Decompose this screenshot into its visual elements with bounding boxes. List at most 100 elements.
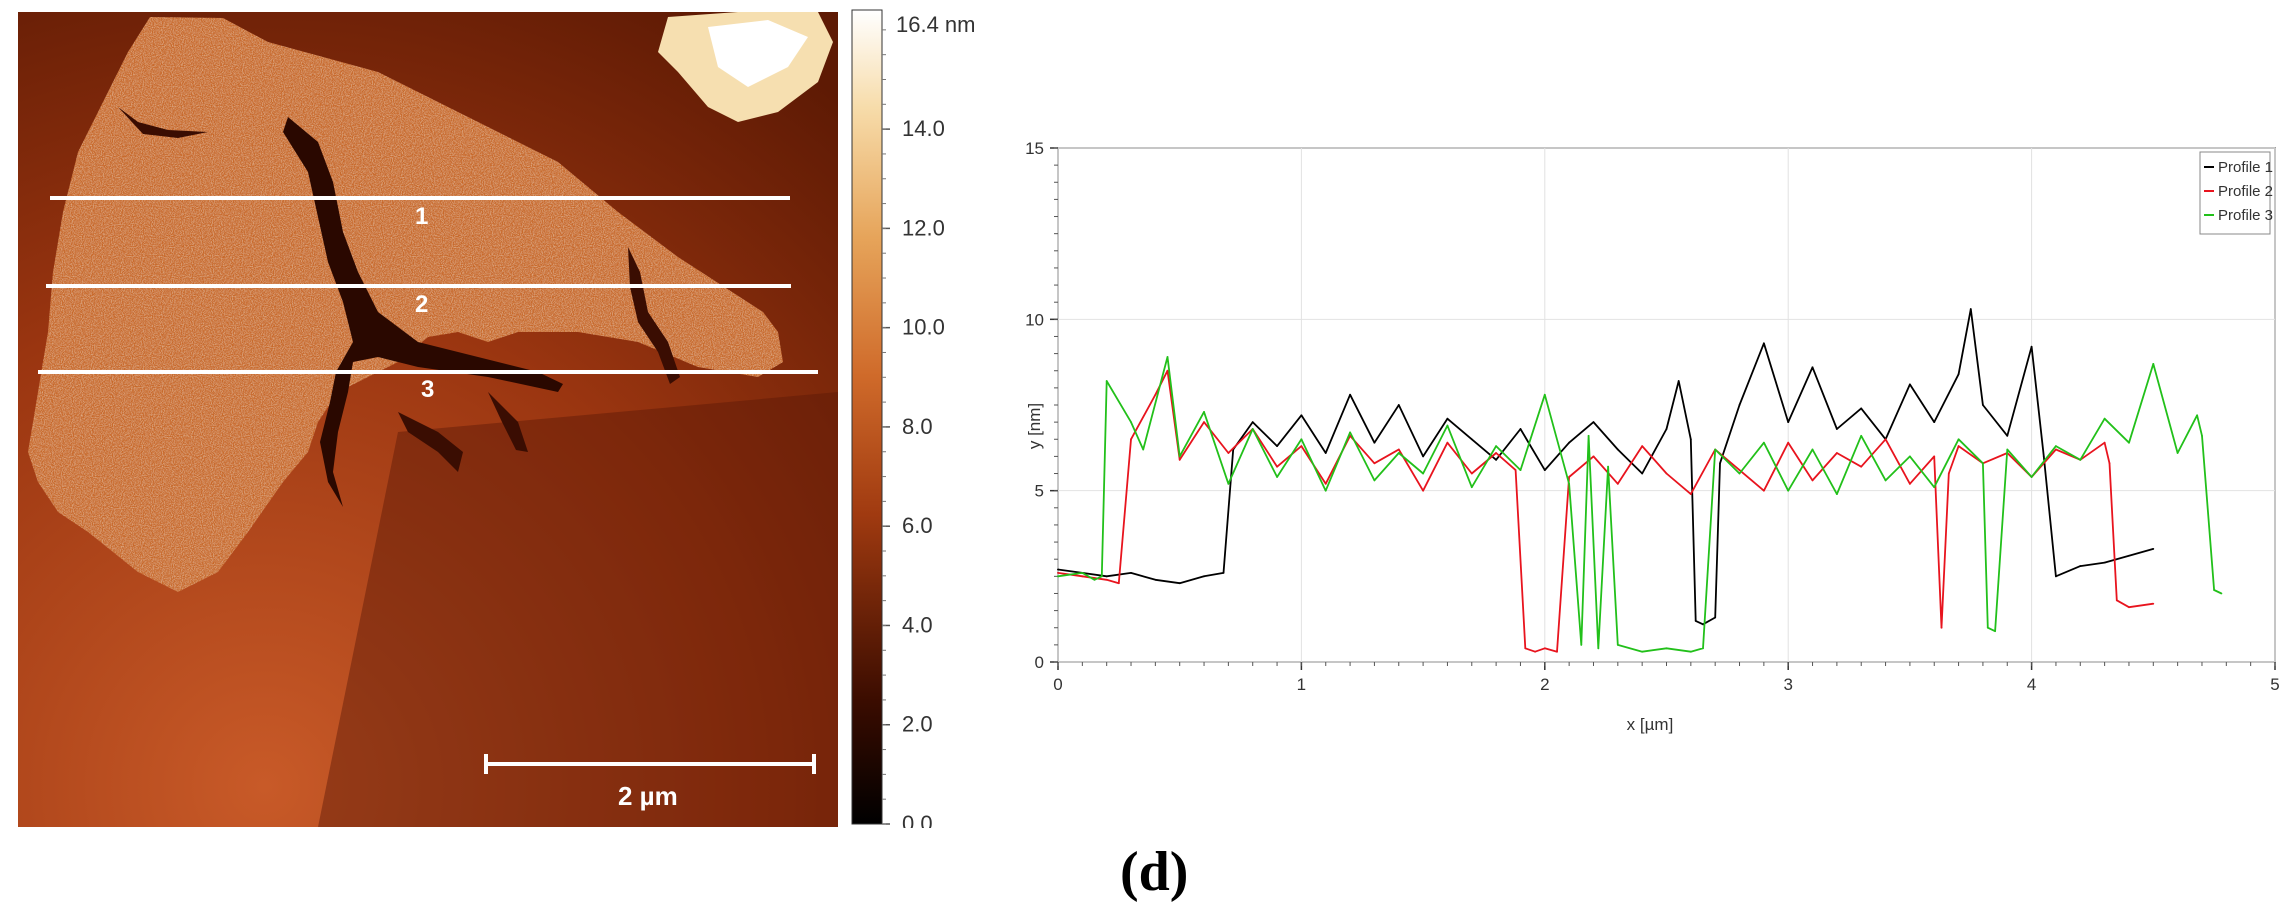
data-point-profile-1 bbox=[1130, 572, 1132, 574]
flake-crack-left bbox=[118, 107, 208, 138]
data-point-profile-3 bbox=[1811, 448, 1814, 451]
data-point-profile-2 bbox=[2055, 448, 2057, 451]
data-point-profile-2 bbox=[1616, 482, 1619, 485]
data-point-profile-3 bbox=[1616, 643, 1619, 646]
data-point-profile-1 bbox=[1616, 448, 1619, 451]
profile-line-1-label: 1 bbox=[415, 203, 428, 230]
data-point-profile-3 bbox=[1166, 356, 1169, 358]
data-point-profile-1 bbox=[1324, 452, 1327, 454]
data-point-profile-3 bbox=[1568, 482, 1571, 485]
data-point-profile-1 bbox=[1422, 455, 1424, 458]
data-point-profile-2 bbox=[1422, 489, 1424, 492]
flake-crack-bottom bbox=[398, 412, 463, 472]
x-tick-label: 3 bbox=[1783, 675, 1792, 694]
data-point-profile-3 bbox=[1702, 647, 1704, 650]
flake-crack-small bbox=[488, 392, 528, 452]
legend-label: Profile 2 bbox=[2218, 183, 2273, 200]
colorbar-tick-label: 10.0 bbox=[902, 315, 945, 340]
data-point-profile-2 bbox=[1860, 465, 1863, 468]
data-point-profile-1 bbox=[1860, 407, 1863, 410]
data-point-profile-1 bbox=[1787, 421, 1790, 424]
data-point-profile-1 bbox=[2030, 345, 2033, 348]
data-point-profile-2 bbox=[1446, 441, 1449, 444]
data-point-profile-1 bbox=[1969, 308, 1972, 310]
data-point-profile-1 bbox=[1677, 380, 1680, 382]
data-point-profile-1 bbox=[1982, 404, 1984, 406]
data-point-profile-1 bbox=[1397, 404, 1400, 406]
data-point-profile-2 bbox=[1957, 445, 1960, 448]
data-point-profile-1 bbox=[1251, 421, 1254, 424]
data-point-profile-1 bbox=[1719, 462, 1721, 465]
data-point-profile-1 bbox=[2055, 575, 2057, 578]
data-point-profile-1 bbox=[1057, 568, 1059, 571]
data-point-profile-3 bbox=[2128, 441, 2130, 444]
data-point-profile-3 bbox=[1373, 479, 1376, 482]
y-tick-label: 5 bbox=[1035, 482, 1044, 501]
data-point-profile-2 bbox=[2115, 599, 2118, 602]
data-point-profile-2 bbox=[1397, 448, 1400, 451]
data-point-profile-3 bbox=[1093, 578, 1096, 581]
data-point-profile-2 bbox=[1203, 421, 1205, 424]
data-point-profile-3 bbox=[1909, 455, 1911, 458]
data-point-profile-1 bbox=[1738, 404, 1741, 406]
data-point-profile-3 bbox=[1738, 472, 1741, 475]
data-point-profile-1 bbox=[1154, 578, 1157, 581]
data-point-profile-2 bbox=[1689, 493, 1692, 495]
legend-label: Profile 1 bbox=[2218, 159, 2273, 176]
profile-line-2-label: 2 bbox=[415, 291, 428, 318]
data-point-profile-1 bbox=[1178, 582, 1181, 585]
data-point-profile-3 bbox=[1495, 445, 1498, 448]
data-point-profile-3 bbox=[1276, 476, 1278, 478]
data-point-profile-2 bbox=[1835, 452, 1838, 454]
afm-height-image: 1 2 3 2 µm bbox=[18, 12, 838, 827]
data-point-profile-1 bbox=[1300, 414, 1303, 417]
series-line-profile-3 bbox=[1057, 356, 2222, 653]
data-point-profile-3 bbox=[1641, 650, 1644, 653]
data-point-profile-1 bbox=[1519, 428, 1522, 430]
data-point-profile-3 bbox=[1178, 455, 1181, 458]
data-point-profile-3 bbox=[1142, 448, 1145, 451]
data-point-profile-2 bbox=[1105, 578, 1108, 581]
data-point-profile-3 bbox=[1203, 410, 1205, 413]
afm-substrate-dark-region bbox=[318, 392, 838, 827]
x-tick-label: 4 bbox=[2027, 675, 2036, 694]
colorbar-gradient bbox=[851, 9, 883, 825]
data-point-profile-2 bbox=[1543, 647, 1546, 650]
data-point-profile-3 bbox=[1835, 493, 1838, 495]
data-point-profile-1 bbox=[1933, 421, 1936, 424]
flake-crack-main bbox=[283, 117, 563, 507]
data-point-profile-3 bbox=[1446, 424, 1449, 427]
data-point-profile-3 bbox=[1994, 630, 1996, 633]
y-axis-label: y [nm] bbox=[1025, 403, 1044, 449]
data-point-profile-3 bbox=[1057, 575, 1059, 578]
data-point-profile-1 bbox=[2006, 434, 2009, 437]
data-point-profile-1 bbox=[1373, 441, 1376, 444]
data-point-profile-1 bbox=[2152, 548, 2155, 550]
data-point-profile-1 bbox=[2103, 561, 2106, 564]
data-point-profile-3 bbox=[1105, 380, 1108, 382]
data-point-profile-3 bbox=[1580, 643, 1583, 646]
data-point-profile-3 bbox=[1982, 462, 1984, 465]
data-point-profile-2 bbox=[1276, 465, 1278, 468]
data-point-profile-3 bbox=[1470, 486, 1473, 489]
data-point-profile-3 bbox=[1251, 428, 1254, 430]
data-point-profile-1 bbox=[1835, 428, 1838, 430]
data-point-profile-2 bbox=[1641, 445, 1644, 448]
data-point-profile-2 bbox=[1166, 369, 1169, 372]
chart-legend: Profile 1 Profile 2 Profile 3 bbox=[2199, 151, 2273, 235]
data-point-profile-1 bbox=[1957, 373, 1960, 376]
data-point-profile-2 bbox=[1933, 455, 1936, 458]
data-point-profile-1 bbox=[1495, 458, 1498, 461]
data-point-profile-2 bbox=[1534, 650, 1536, 653]
data-point-profile-1 bbox=[1568, 441, 1571, 444]
data-point-profile-3 bbox=[1227, 482, 1230, 485]
profile-line-3-label: 3 bbox=[421, 376, 434, 403]
data-point-profile-2 bbox=[2103, 441, 2106, 444]
data-point-profile-1 bbox=[1689, 438, 1692, 441]
data-point-profile-2 bbox=[1665, 472, 1668, 475]
y-tick-label: 0 bbox=[1035, 653, 1044, 672]
data-point-profile-2 bbox=[1081, 575, 1084, 578]
colorbar-tick-label: 12.0 bbox=[902, 215, 945, 240]
x-tick-label: 0 bbox=[1053, 675, 1062, 694]
data-point-profile-3 bbox=[2030, 476, 2033, 478]
